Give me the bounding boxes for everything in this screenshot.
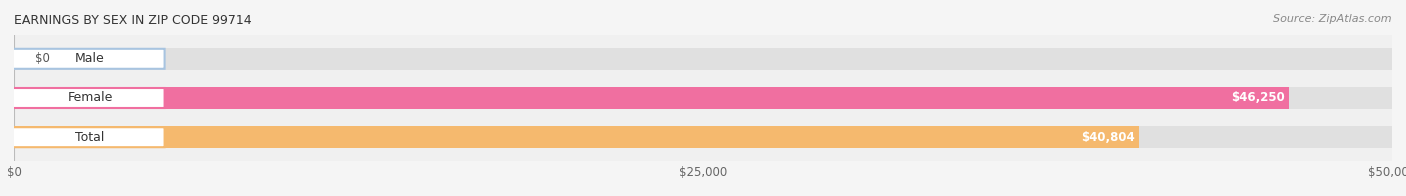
Bar [14, 87, 1392, 109]
Text: Male: Male [76, 52, 105, 65]
Bar [14, 48, 1392, 70]
FancyBboxPatch shape [6, 88, 165, 108]
Bar [14, 126, 1139, 148]
Bar [14, 126, 1392, 148]
Text: Total: Total [76, 131, 105, 144]
FancyBboxPatch shape [6, 49, 165, 69]
Text: Source: ZipAtlas.com: Source: ZipAtlas.com [1274, 14, 1392, 24]
Text: $46,250: $46,250 [1230, 92, 1285, 104]
Text: $0: $0 [35, 52, 49, 65]
FancyBboxPatch shape [6, 127, 165, 147]
Text: Female: Female [67, 92, 112, 104]
Text: $40,804: $40,804 [1081, 131, 1135, 144]
Bar [14, 87, 1289, 109]
Text: EARNINGS BY SEX IN ZIP CODE 99714: EARNINGS BY SEX IN ZIP CODE 99714 [14, 14, 252, 27]
